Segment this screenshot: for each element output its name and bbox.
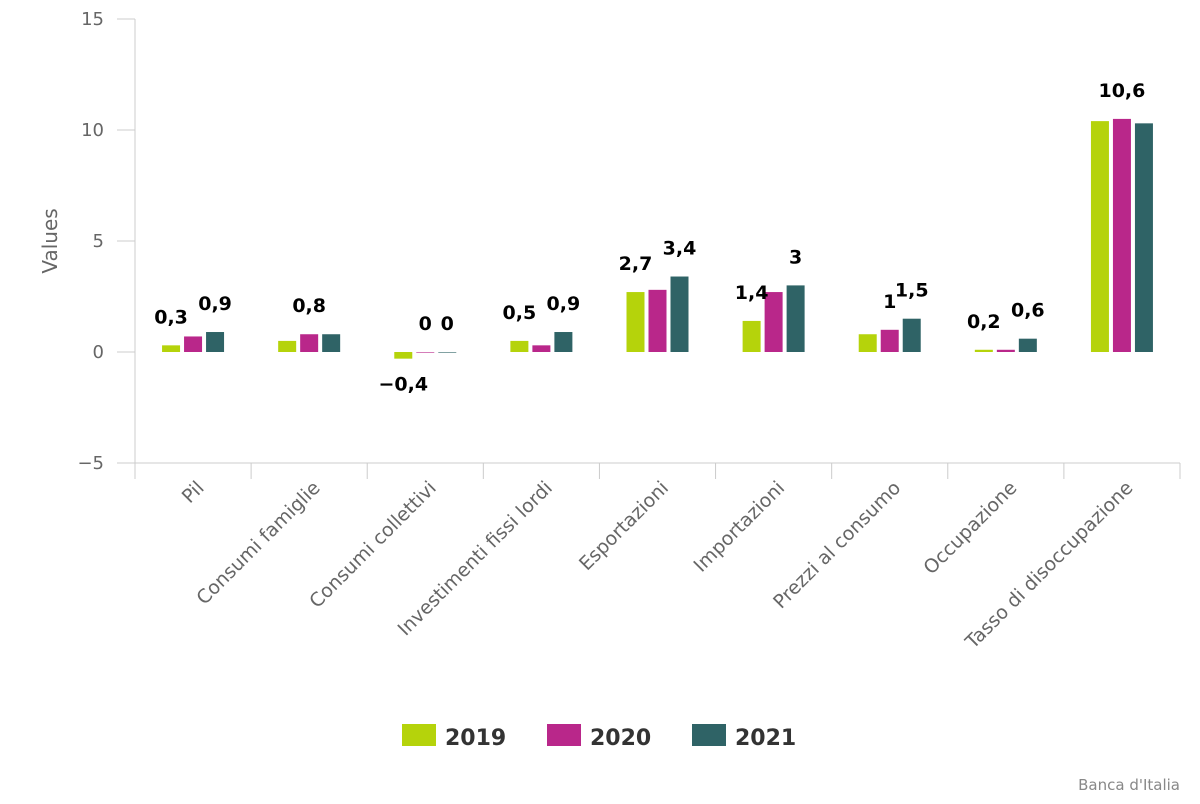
bar-2019-4[interactable] <box>626 292 645 352</box>
bar-2020-6[interactable] <box>880 329 899 352</box>
x-category-label: Esportazioni <box>575 477 673 575</box>
bar-2021-6[interactable] <box>902 318 921 352</box>
bar-2019-6[interactable] <box>858 334 877 352</box>
data-label: 0,6 <box>1011 300 1045 322</box>
bar-2021-5[interactable] <box>786 285 805 352</box>
legend-swatch-2020[interactable] <box>547 724 581 746</box>
bars <box>162 118 1153 359</box>
bar-2021-1[interactable] <box>322 334 341 352</box>
data-label: 3,4 <box>663 238 697 260</box>
y-tick-label: 0 <box>93 342 104 363</box>
x-category-label: Consumi collettivi <box>305 477 441 613</box>
bar-2020-3[interactable] <box>532 345 551 352</box>
legend: 2019 2020 2021 <box>402 724 796 751</box>
x-category-label: Pil <box>178 477 209 508</box>
bar-2019-0[interactable] <box>162 345 181 352</box>
data-label: 1,4 <box>735 282 769 304</box>
data-label: 0,9 <box>547 293 581 315</box>
x-category-label: Importazioni <box>690 477 790 577</box>
chart-credit[interactable]: Banca d'Italia <box>1078 776 1180 794</box>
y-tick-label: −5 <box>77 453 104 474</box>
bar-2020-7[interactable] <box>996 349 1015 352</box>
legend-label-2021[interactable]: 2021 <box>735 726 796 751</box>
data-label: 0 <box>419 313 432 335</box>
data-label: 2,7 <box>619 253 653 275</box>
bar-2019-1[interactable] <box>278 340 297 352</box>
bar-2021-0[interactable] <box>206 332 225 352</box>
bar-2019-2[interactable] <box>394 352 413 359</box>
bar-2019-3[interactable] <box>510 340 529 352</box>
legend-label-2020[interactable]: 2020 <box>590 726 651 751</box>
bar-2019-7[interactable] <box>974 349 993 352</box>
data-label: 0,9 <box>198 293 232 315</box>
bar-2021-8[interactable] <box>1134 123 1153 352</box>
data-labels: 0,3 0,9 0,8 −0,4 0 0 0,5 0,9 2,7 3,4 1,4 3 11,5 0,2 0,… <box>154 80 1145 396</box>
y-tick-label: 5 <box>93 231 104 252</box>
x-category-label: Consumi famiglie <box>192 477 324 609</box>
y-axis-title: Values <box>38 208 62 273</box>
data-label: 1,5 <box>895 280 929 302</box>
data-label: 3 <box>789 246 802 268</box>
data-label: 0,3 <box>154 306 188 328</box>
bar-2020-0[interactable] <box>184 336 203 352</box>
bar-2020-2[interactable] <box>416 352 435 353</box>
bar-2021-7[interactable] <box>1018 338 1037 352</box>
bar-2021-3[interactable] <box>554 332 573 352</box>
y-tick-label: 10 <box>81 120 104 141</box>
x-category-label: Occupazione <box>919 477 1021 579</box>
data-label: 0,8 <box>292 295 326 317</box>
bar-2019-5[interactable] <box>742 320 761 352</box>
bar-2021-4[interactable] <box>670 276 689 352</box>
bar-2021-2[interactable] <box>438 352 457 353</box>
y-tick-label: 15 <box>81 9 104 30</box>
data-label: 0,5 <box>503 302 537 324</box>
data-label: 1 <box>883 291 896 313</box>
bar-2020-8[interactable] <box>1112 118 1131 353</box>
x-category-label: Prezzi al consumo <box>769 477 905 613</box>
data-label: 0 <box>441 313 454 335</box>
legend-swatch-2021[interactable] <box>692 724 726 746</box>
data-label: −0,4 <box>378 374 428 396</box>
bar-2020-1[interactable] <box>300 334 319 352</box>
data-label: 0,2 <box>967 311 1001 333</box>
bar-2020-4[interactable] <box>648 289 667 352</box>
legend-swatch-2019[interactable] <box>402 724 436 746</box>
legend-label-2019[interactable]: 2019 <box>445 726 506 751</box>
bar-2019-8[interactable] <box>1090 121 1109 353</box>
data-label: 10,6 <box>1098 80 1145 102</box>
bar-2020-5[interactable] <box>764 292 783 352</box>
